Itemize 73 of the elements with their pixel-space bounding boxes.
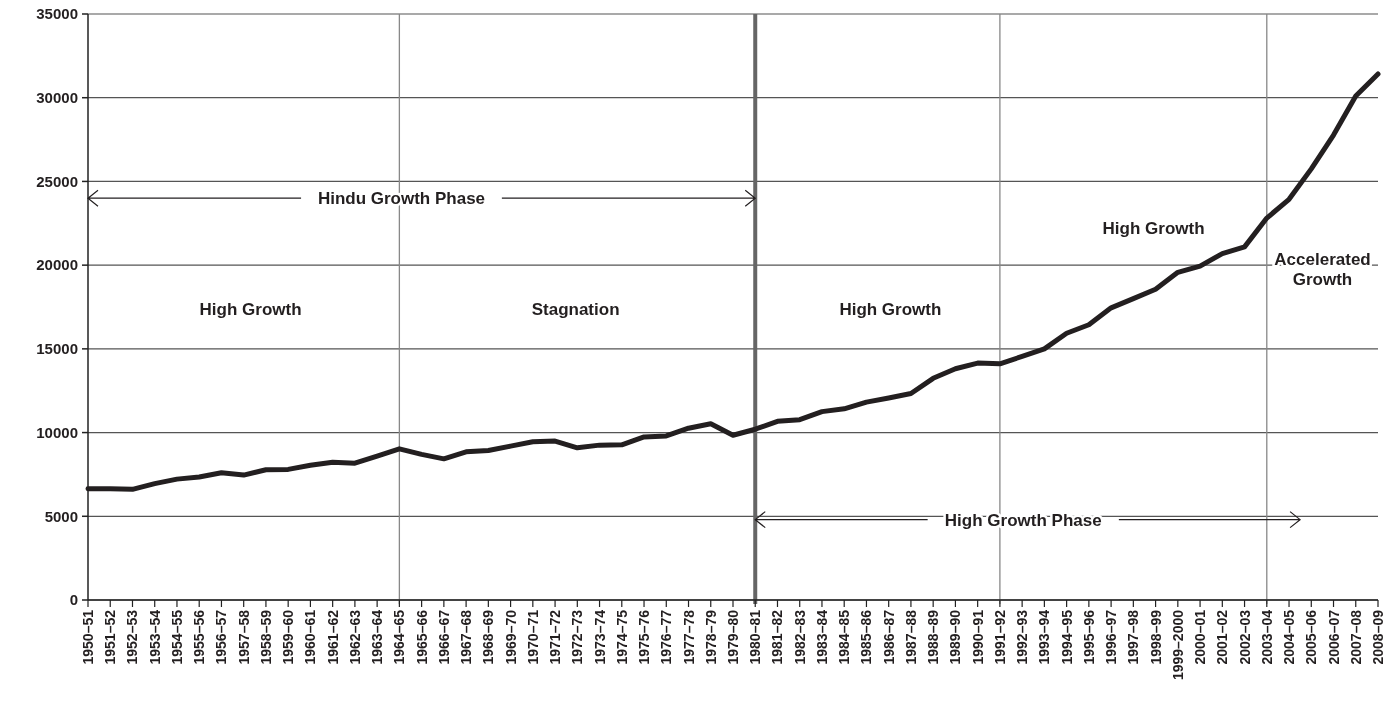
x-tick-label: 1987–88 [902,609,919,665]
x-tick-label: 1985–86 [858,609,875,665]
x-tick-label: 1964–65 [391,609,408,665]
x-tick-label: 1966–67 [435,609,452,665]
x-tick-label: 1983–84 [813,609,830,665]
x-tick-label: 1991–92 [991,609,1008,665]
x-tick-label: 1980–81 [747,609,764,665]
y-tick-label: 35000 [36,5,78,23]
y-tick-label: 25000 [36,172,78,190]
x-tick-label: 1999–2000 [1169,609,1186,681]
x-tick-label: 1955–56 [191,609,208,665]
x-tick-label: 1981–82 [769,609,786,665]
y-tick-label: 30000 [36,88,78,106]
x-tick-label: 1975–76 [636,609,653,665]
x-tick-label: 1990–91 [969,609,986,665]
x-tick-label: 1989–90 [947,609,964,665]
x-tick-label: 1970–71 [524,609,541,665]
x-tick-label: 1998–99 [1147,609,1164,665]
x-tick-label: 2004–05 [1281,609,1298,665]
x-tick-label: 1963–64 [369,609,386,665]
x-tick-label: 1954–55 [168,609,185,665]
y-tick-label: 5000 [44,507,78,525]
x-tick-label: 1973–74 [591,609,608,665]
x-tick-label: 1960–61 [302,609,319,665]
x-tick-label: 1965–66 [413,609,430,665]
x-tick-label: 1961–62 [324,609,341,665]
x-tick-label: 1974–75 [613,609,630,665]
annotation: High Growth [199,299,302,319]
x-tick-label: 2003–04 [1258,609,1275,665]
x-tick-label: 1976–77 [658,609,675,665]
x-tick-label: 2008–09 [1370,609,1386,665]
x-tick-label: 1959–60 [280,609,297,665]
x-tick-label: 1972–73 [569,609,586,665]
x-tick-label: 1995–96 [1080,609,1097,665]
x-tick-label: 2007–08 [1347,609,1364,665]
x-tick-label: 1997–98 [1125,609,1142,665]
x-tick-label: 1978–79 [702,609,719,665]
x-tick-label: 1958–59 [257,609,274,665]
annotation: High Growth [1102,219,1205,239]
x-tick-label: 1957–58 [235,609,252,665]
y-tick-label: 10000 [36,423,78,441]
annotation: Accelerated Growth [1274,249,1371,290]
x-tick-label: 2002–03 [1236,609,1253,665]
x-tick-label: 2000–01 [1192,609,1209,665]
x-tick-label: 1950–51 [80,609,96,665]
x-tick-label: 1956–57 [213,609,230,665]
x-tick-label: 2001–02 [1214,609,1231,665]
x-tick-label: 1968–69 [480,609,497,665]
x-tick-label: 1982–83 [791,609,808,665]
x-tick-label: 1971–72 [547,609,564,665]
x-tick-label: 1986–87 [880,609,897,665]
annotation: Stagnation [531,299,620,319]
x-tick-label: 2005–06 [1303,609,1320,665]
x-tick-label: 1951–52 [102,609,119,665]
x-tick-label: 1984–85 [836,609,853,665]
x-tick-label: 1996–97 [1103,609,1120,665]
y-tick-label: 0 [69,591,78,609]
x-tick-label: 1977–78 [680,609,697,665]
x-tick-label: 1962–63 [346,609,363,665]
x-tick-label: 1994–95 [1058,609,1075,665]
y-tick-label: 15000 [36,340,78,358]
x-tick-label: 1992–93 [1014,609,1031,665]
x-tick-label: 1967–68 [458,609,475,665]
x-tick-label: 1979–80 [725,609,741,665]
annotation: Hindu Growth Phase [317,189,486,209]
annotation: High Growth [839,299,942,319]
x-tick-label: 1988–89 [925,609,942,665]
x-tick-label: 1953–54 [146,609,163,665]
y-tick-label: 20000 [36,256,78,274]
x-tick-label: 1969–70 [502,609,519,665]
x-tick-label: 2006–07 [1325,609,1342,665]
x-tick-label: 1993–94 [1036,609,1053,665]
x-tick-label: 1952–53 [124,609,141,665]
